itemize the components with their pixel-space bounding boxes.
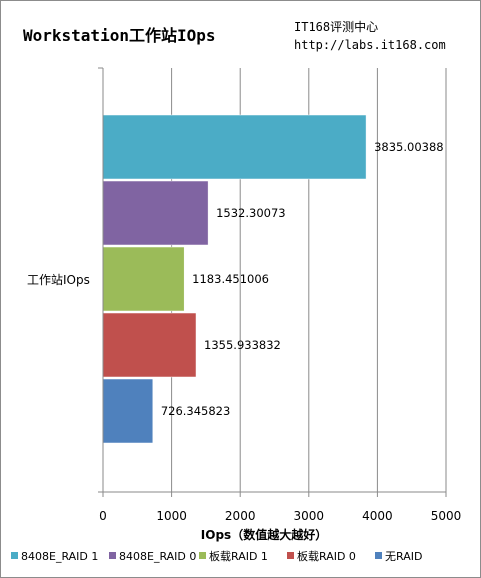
legend-swatch-4: [375, 552, 382, 559]
data-label-0: 3835.00388: [374, 140, 444, 154]
axes: 0 1000 2000 3000 4000 5000: [98, 67, 462, 523]
legend-swatch-2: [199, 552, 206, 559]
data-label-2: 1183.451006: [192, 272, 269, 286]
legend-swatch-0: [11, 552, 18, 559]
data-label-1: 1532.30073: [216, 206, 286, 220]
x-tick-label-5000: 5000: [431, 509, 462, 523]
x-tick-label-0: 0: [99, 509, 107, 523]
legend-label-1: 8408E_RAID 0: [119, 550, 196, 563]
legend-label-4: 无RAID: [385, 550, 422, 563]
x-tick-label-4000: 4000: [362, 509, 393, 523]
x-axis-title: IOps（数值越大越好）: [201, 527, 327, 542]
legend: 8408E_RAID 1 8408E_RAID 0 板载RAID 1 板载RAID 0…: [11, 549, 422, 563]
bar-3: [102, 312, 197, 378]
chart-subtitle-org: IT168评测中心: [294, 19, 378, 34]
legend-label-0: 8408E_RAID 1: [21, 550, 98, 563]
legend-swatch-3: [287, 552, 294, 559]
legend-swatch-1: [109, 552, 116, 559]
bar-2: [102, 246, 185, 312]
legend-label-3: 板载RAID 0: [297, 549, 356, 563]
data-label-4: 726.345823: [161, 404, 231, 418]
bars: [102, 114, 367, 444]
chart-title: Workstation工作站IOps: [23, 26, 216, 45]
x-tick-label-1000: 1000: [156, 509, 187, 523]
x-tick-label-2000: 2000: [225, 509, 256, 523]
chart-subtitle-url: http://labs.it168.com: [294, 38, 446, 52]
data-labels: 3835.00388 1532.30073 1183.451006 1355.9338…: [161, 140, 444, 418]
bar-4: [102, 378, 154, 444]
x-tick-label-3000: 3000: [294, 509, 325, 523]
data-label-3: 1355.933832: [204, 338, 281, 352]
category-label: 工作站IOps: [27, 273, 90, 287]
legend-label-2: 板载RAID 1: [209, 549, 268, 563]
bar-1: [102, 180, 209, 246]
bar-0: [102, 114, 367, 180]
